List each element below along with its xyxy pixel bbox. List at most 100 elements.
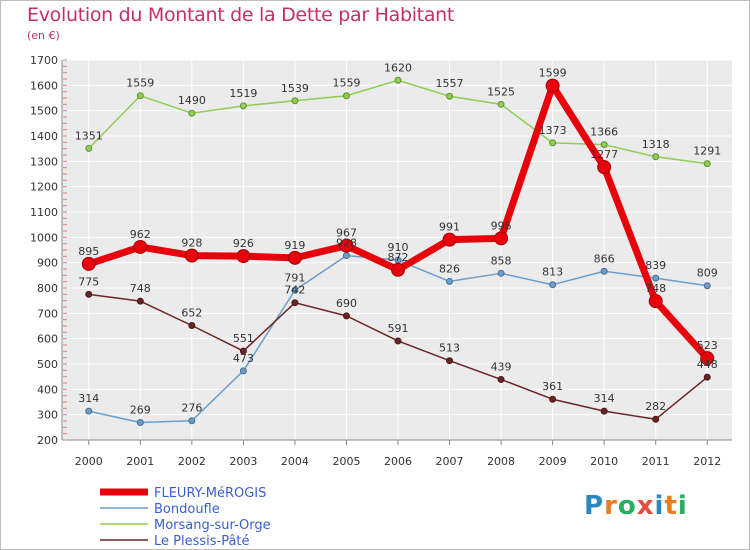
x-tick-label: 2006 [384,455,412,468]
data-label: 1620 [384,61,412,74]
data-point [549,139,557,147]
data-label: 866 [594,252,615,265]
data-label: 690 [336,297,357,310]
y-tick-label: 300 [37,409,58,422]
y-tick-label: 1200 [30,181,58,194]
data-point [136,419,144,427]
data-point [184,248,199,263]
data-label: 742 [284,284,305,297]
data-label: 314 [594,392,615,405]
data-point [85,290,93,298]
data-point [239,367,247,375]
data-point [133,239,148,254]
data-label: 991 [439,221,460,234]
y-tick-label: 900 [37,257,58,270]
data-label: 1351 [75,129,103,142]
y-tick-label: 1700 [30,54,58,67]
y-tick-label: 1100 [30,206,58,219]
data-point [291,299,299,307]
data-point [236,249,251,264]
data-label: 473 [233,352,254,365]
logo-letter: x [636,491,655,521]
data-label: 1373 [539,124,567,137]
data-point [136,92,144,100]
data-point [549,395,557,403]
data-label: 826 [439,262,460,275]
data-point [291,97,299,105]
logo-letter: P [584,491,605,521]
y-tick-label: 500 [37,358,58,371]
y-tick-label: 1500 [30,105,58,118]
data-point [597,160,612,175]
proxiti-logo: Proxiti [584,491,688,521]
logo-letter: t [664,491,678,521]
y-tick-label: 1300 [30,155,58,168]
data-label: 1490 [178,94,206,107]
data-label: 1277 [590,148,618,161]
y-tick-label: 1000 [30,231,58,244]
y-tick-label: 800 [37,282,58,295]
data-label: 1557 [436,77,464,90]
x-tick-label: 2002 [178,455,206,468]
data-point [442,232,457,247]
data-label: 962 [130,228,151,241]
data-point [545,78,560,93]
data-label: 1559 [126,77,154,90]
data-label: 748 [130,282,151,295]
data-point [85,144,93,152]
data-label: 895 [78,245,99,258]
data-point [549,281,557,289]
chart-subtitle: (en €) [27,29,60,42]
data-label: 282 [645,400,666,413]
data-label: 839 [645,259,666,272]
data-point [703,160,711,168]
data-point [700,351,715,366]
data-point [188,321,196,329]
data-point [652,415,660,423]
data-point [188,109,196,117]
data-label: 591 [388,322,409,335]
data-point [494,231,509,246]
chart-title: Evolution du Montant de la Dette par Hab… [27,4,455,26]
data-label: 513 [439,342,460,355]
y-tick-label: 400 [37,383,58,396]
data-label: 551 [233,332,254,345]
data-label: 928 [181,237,202,250]
x-tick-label: 2000 [75,455,103,468]
data-label: 1525 [487,85,515,98]
data-label: 748 [645,282,666,295]
data-label: 439 [491,360,512,373]
y-tick-label: 700 [37,307,58,320]
data-point [85,407,93,415]
data-label: 967 [336,227,357,240]
data-point [446,357,454,365]
data-point [339,238,354,253]
data-point [600,141,608,149]
logo-letter: r [604,491,618,521]
data-label: 1318 [642,138,670,151]
x-tick-label: 2001 [126,455,154,468]
logo-letter: o [617,491,637,521]
data-label: 1291 [693,145,721,158]
x-tick-label: 2005 [332,455,360,468]
data-label: 775 [78,275,99,288]
data-point [446,92,454,100]
data-point [652,153,660,161]
logo-letter: i [677,491,688,521]
data-label: 523 [697,339,718,352]
data-point [239,102,247,110]
data-label: 926 [233,237,254,250]
data-point [394,76,402,84]
data-label: 791 [284,271,305,284]
data-label: 1366 [590,126,618,139]
legend-label: Le Plessis-Pâté [154,534,250,549]
data-point [703,373,711,381]
data-point [600,267,608,275]
data-point [497,375,505,383]
legend-label: Bondoufle [154,502,220,517]
legend-label: FLEURY-MéROGIS [154,486,266,501]
y-tick-label: 600 [37,333,58,346]
x-tick-label: 2009 [539,455,567,468]
data-label: 872 [388,251,409,264]
